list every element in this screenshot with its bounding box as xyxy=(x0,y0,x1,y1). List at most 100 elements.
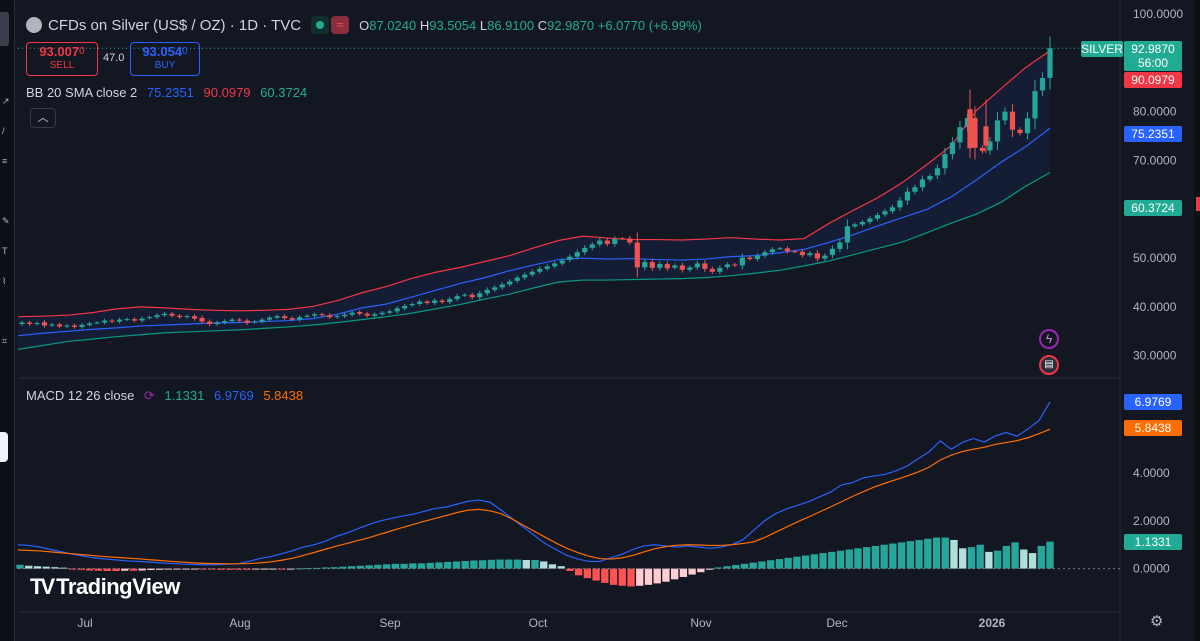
trend-line-icon[interactable]: / xyxy=(2,126,5,136)
crosshair-icon[interactable]: ↗ xyxy=(2,96,10,106)
candle-body xyxy=(769,249,775,253)
signal-value-tag-bg xyxy=(1124,420,1182,436)
candle-body xyxy=(642,261,648,268)
event-bolt-icon[interactable]: ϟ xyxy=(1039,329,1059,349)
bb-legend[interactable]: BB 20 SMA close 2 75.2351 90.0979 60.372… xyxy=(26,85,307,100)
candle-body xyxy=(1002,111,1008,121)
histogram-bar xyxy=(723,566,731,569)
histogram-bar xyxy=(505,559,513,569)
histogram-bar xyxy=(234,568,242,570)
candle-body xyxy=(664,263,670,269)
bb-lower-tag-bg xyxy=(1124,200,1182,216)
histogram-bar xyxy=(208,568,216,570)
price-tick-label: 70.0000 xyxy=(1133,153,1177,167)
brush-icon[interactable]: ✎ xyxy=(2,216,10,226)
histogram-bar xyxy=(609,568,618,585)
candle-body xyxy=(942,154,948,169)
low-value: 86.9100 xyxy=(487,17,535,33)
candle-body xyxy=(582,247,588,253)
histogram-bar xyxy=(653,568,661,584)
time-tick-label: Jul xyxy=(77,616,92,630)
text-icon[interactable]: T xyxy=(2,246,8,256)
histogram-bar xyxy=(138,568,146,571)
candle-body xyxy=(387,311,393,313)
histogram-bar xyxy=(374,564,382,569)
candle-body xyxy=(124,319,130,321)
histogram-bar xyxy=(1037,545,1045,569)
candle-body xyxy=(289,318,295,320)
tradingview-logo-icon: TV xyxy=(30,574,55,599)
candle-body xyxy=(717,267,723,272)
candle-body xyxy=(522,274,528,278)
measure-icon[interactable]: ⌗ xyxy=(2,336,8,346)
alert-tab[interactable] xyxy=(1196,197,1200,211)
candle-body xyxy=(657,263,663,268)
data-warning-icon[interactable]: ≈ xyxy=(331,16,350,34)
sell-label: SELL xyxy=(49,60,75,71)
candle-body xyxy=(184,316,190,318)
candle-body xyxy=(994,120,1001,142)
last-price-value: 92.9870 xyxy=(1131,42,1175,56)
candle-body xyxy=(394,308,400,312)
symbol-title[interactable]: CFDs on Silver (US$ / OZ) · 1D · TVC xyxy=(48,16,302,34)
buy-price: 93.054 xyxy=(142,44,183,59)
toolbar-button[interactable] xyxy=(0,12,9,46)
market-status-icon[interactable] xyxy=(311,16,330,34)
histogram-bar xyxy=(976,544,984,569)
macd-hist-value: 1.1331 xyxy=(164,388,205,403)
candle-body xyxy=(214,322,220,324)
sell-price-small: 0 xyxy=(79,46,85,57)
candle-body xyxy=(237,319,243,321)
histogram-bar xyxy=(863,547,871,569)
macd-lines xyxy=(17,401,1051,566)
buy-button[interactable]: 93.0540 BUY xyxy=(130,42,200,76)
candle-body xyxy=(49,324,55,326)
bb-lower-value: 60.3724 xyxy=(260,85,308,100)
histogram-bar xyxy=(801,555,810,569)
candle-body xyxy=(837,242,843,249)
active-tool-button[interactable] xyxy=(0,432,8,462)
candle-body xyxy=(792,251,798,253)
macd-tick-label: 0.0000 xyxy=(1133,562,1170,576)
candle-body xyxy=(191,316,198,319)
candle-body xyxy=(109,320,115,322)
candle-body xyxy=(1039,77,1046,91)
bb-basis-line xyxy=(17,127,1051,337)
settings-gear-icon[interactable]: ⚙ xyxy=(1150,613,1164,630)
histogram-bar xyxy=(566,568,574,571)
candle-body xyxy=(844,226,851,243)
countdown-value: 56:00 xyxy=(1138,56,1168,70)
candle-body xyxy=(807,253,813,256)
collapse-legend-button[interactable]: ︿ xyxy=(30,108,56,128)
fib-icon[interactable]: ≡ xyxy=(2,156,8,166)
candle-body xyxy=(679,265,685,270)
us-flag-event-icon[interactable]: ▤ xyxy=(1039,355,1059,375)
histogram-bar xyxy=(583,568,592,579)
candles xyxy=(19,36,1053,329)
sell-button[interactable]: 93.0070 SELL xyxy=(26,42,98,76)
candle-body xyxy=(409,303,415,306)
hist-value-tag: 1.1331 xyxy=(1135,535,1172,549)
candle-body xyxy=(552,263,558,267)
macd-legend[interactable]: MACD 12 26 close ⟳ 1.1331 6.9769 5.8438 xyxy=(26,388,303,404)
candle-body xyxy=(709,268,715,272)
histogram-bar xyxy=(68,568,77,570)
histogram-bar xyxy=(985,551,993,569)
histogram-bar xyxy=(601,568,609,583)
candle-body xyxy=(176,315,183,318)
candle-body xyxy=(957,127,963,143)
histogram-bar xyxy=(924,538,932,569)
histogram-bar xyxy=(382,564,391,569)
histogram-bar xyxy=(339,566,347,569)
candle-body xyxy=(282,316,288,319)
candle-body xyxy=(297,317,303,320)
candle-body xyxy=(897,200,903,208)
pattern-icon[interactable]: ⌇ xyxy=(2,276,7,286)
candle-body xyxy=(34,323,40,325)
candle-body xyxy=(934,168,941,176)
histogram-bar xyxy=(461,560,469,569)
bb-name: BB 20 SMA close 2 xyxy=(26,85,138,100)
histogram-bar xyxy=(540,561,548,569)
buy-label: BUY xyxy=(154,60,176,71)
